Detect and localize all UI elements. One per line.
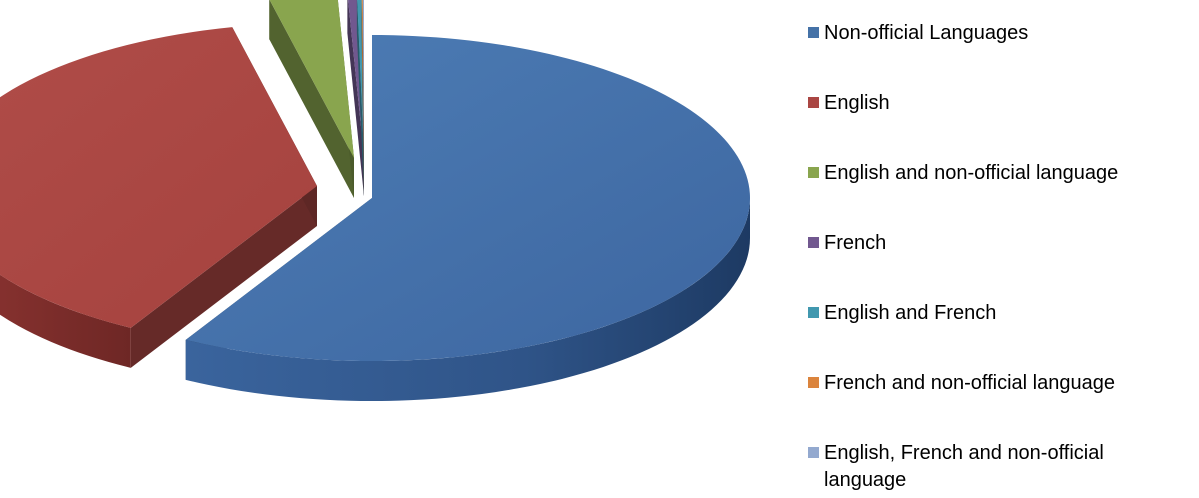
pie-slice-cut-start — [361, 0, 364, 196]
pie-chart — [0, 0, 750, 402]
pie-slice-english — [0, 27, 317, 368]
pie-slice-top — [185, 35, 750, 361]
pie-slice-top — [362, 0, 364, 156]
legend-swatch — [808, 447, 819, 458]
legend-label: French and non-official language — [824, 372, 1115, 394]
pie-slice-cut-start — [130, 186, 317, 368]
pie-slice-top — [0, 27, 317, 328]
pie-slice-top — [348, 0, 364, 156]
pie-slice-cut-start — [269, 0, 354, 198]
legend-item-english-and-french: English and French — [808, 300, 1184, 327]
legend-label: English, French and non-official languag… — [824, 442, 1104, 491]
legend-swatch — [808, 167, 819, 178]
pie-slice-cut-start — [362, 0, 364, 196]
legend-item-english-french-and-non-official-language: English, French and non-official languag… — [808, 440, 1184, 494]
pie-slice-side — [185, 198, 750, 402]
legend-item-non-official-languages: Non-official Languages — [808, 20, 1184, 47]
legend-swatch — [808, 377, 819, 388]
pie-slice-non-official-languages — [185, 35, 750, 402]
pie-chart-svg — [0, 0, 750, 402]
pie-slice-side — [0, 274, 131, 368]
legend-swatch — [808, 27, 819, 38]
legend-label: English — [824, 92, 890, 114]
pie-slice-english-french-and-non-official-language — [362, 0, 364, 196]
legend-label: French — [824, 232, 887, 254]
pie-slice-cut-start — [356, 0, 364, 196]
pie-slice-top — [269, 0, 354, 158]
legend-item-french-and-non-official-language: French and non-official language — [808, 370, 1184, 397]
legend-swatch — [808, 97, 819, 108]
legend-label: English and non-official language — [824, 162, 1119, 184]
legend-swatch — [808, 307, 819, 318]
legend-label: Non-official Languages — [824, 22, 1029, 44]
pie-slice-cut-start — [347, 0, 364, 196]
legend-item-french: French — [808, 230, 1184, 257]
legend-label: English and French — [824, 302, 997, 324]
legend-item-english: English — [808, 90, 1184, 117]
legend-item-english-and-non-official-language: English and non-official language — [808, 160, 1184, 187]
legend-swatch — [808, 237, 819, 248]
pie-slice-english-and-non-official-language — [269, 0, 354, 198]
